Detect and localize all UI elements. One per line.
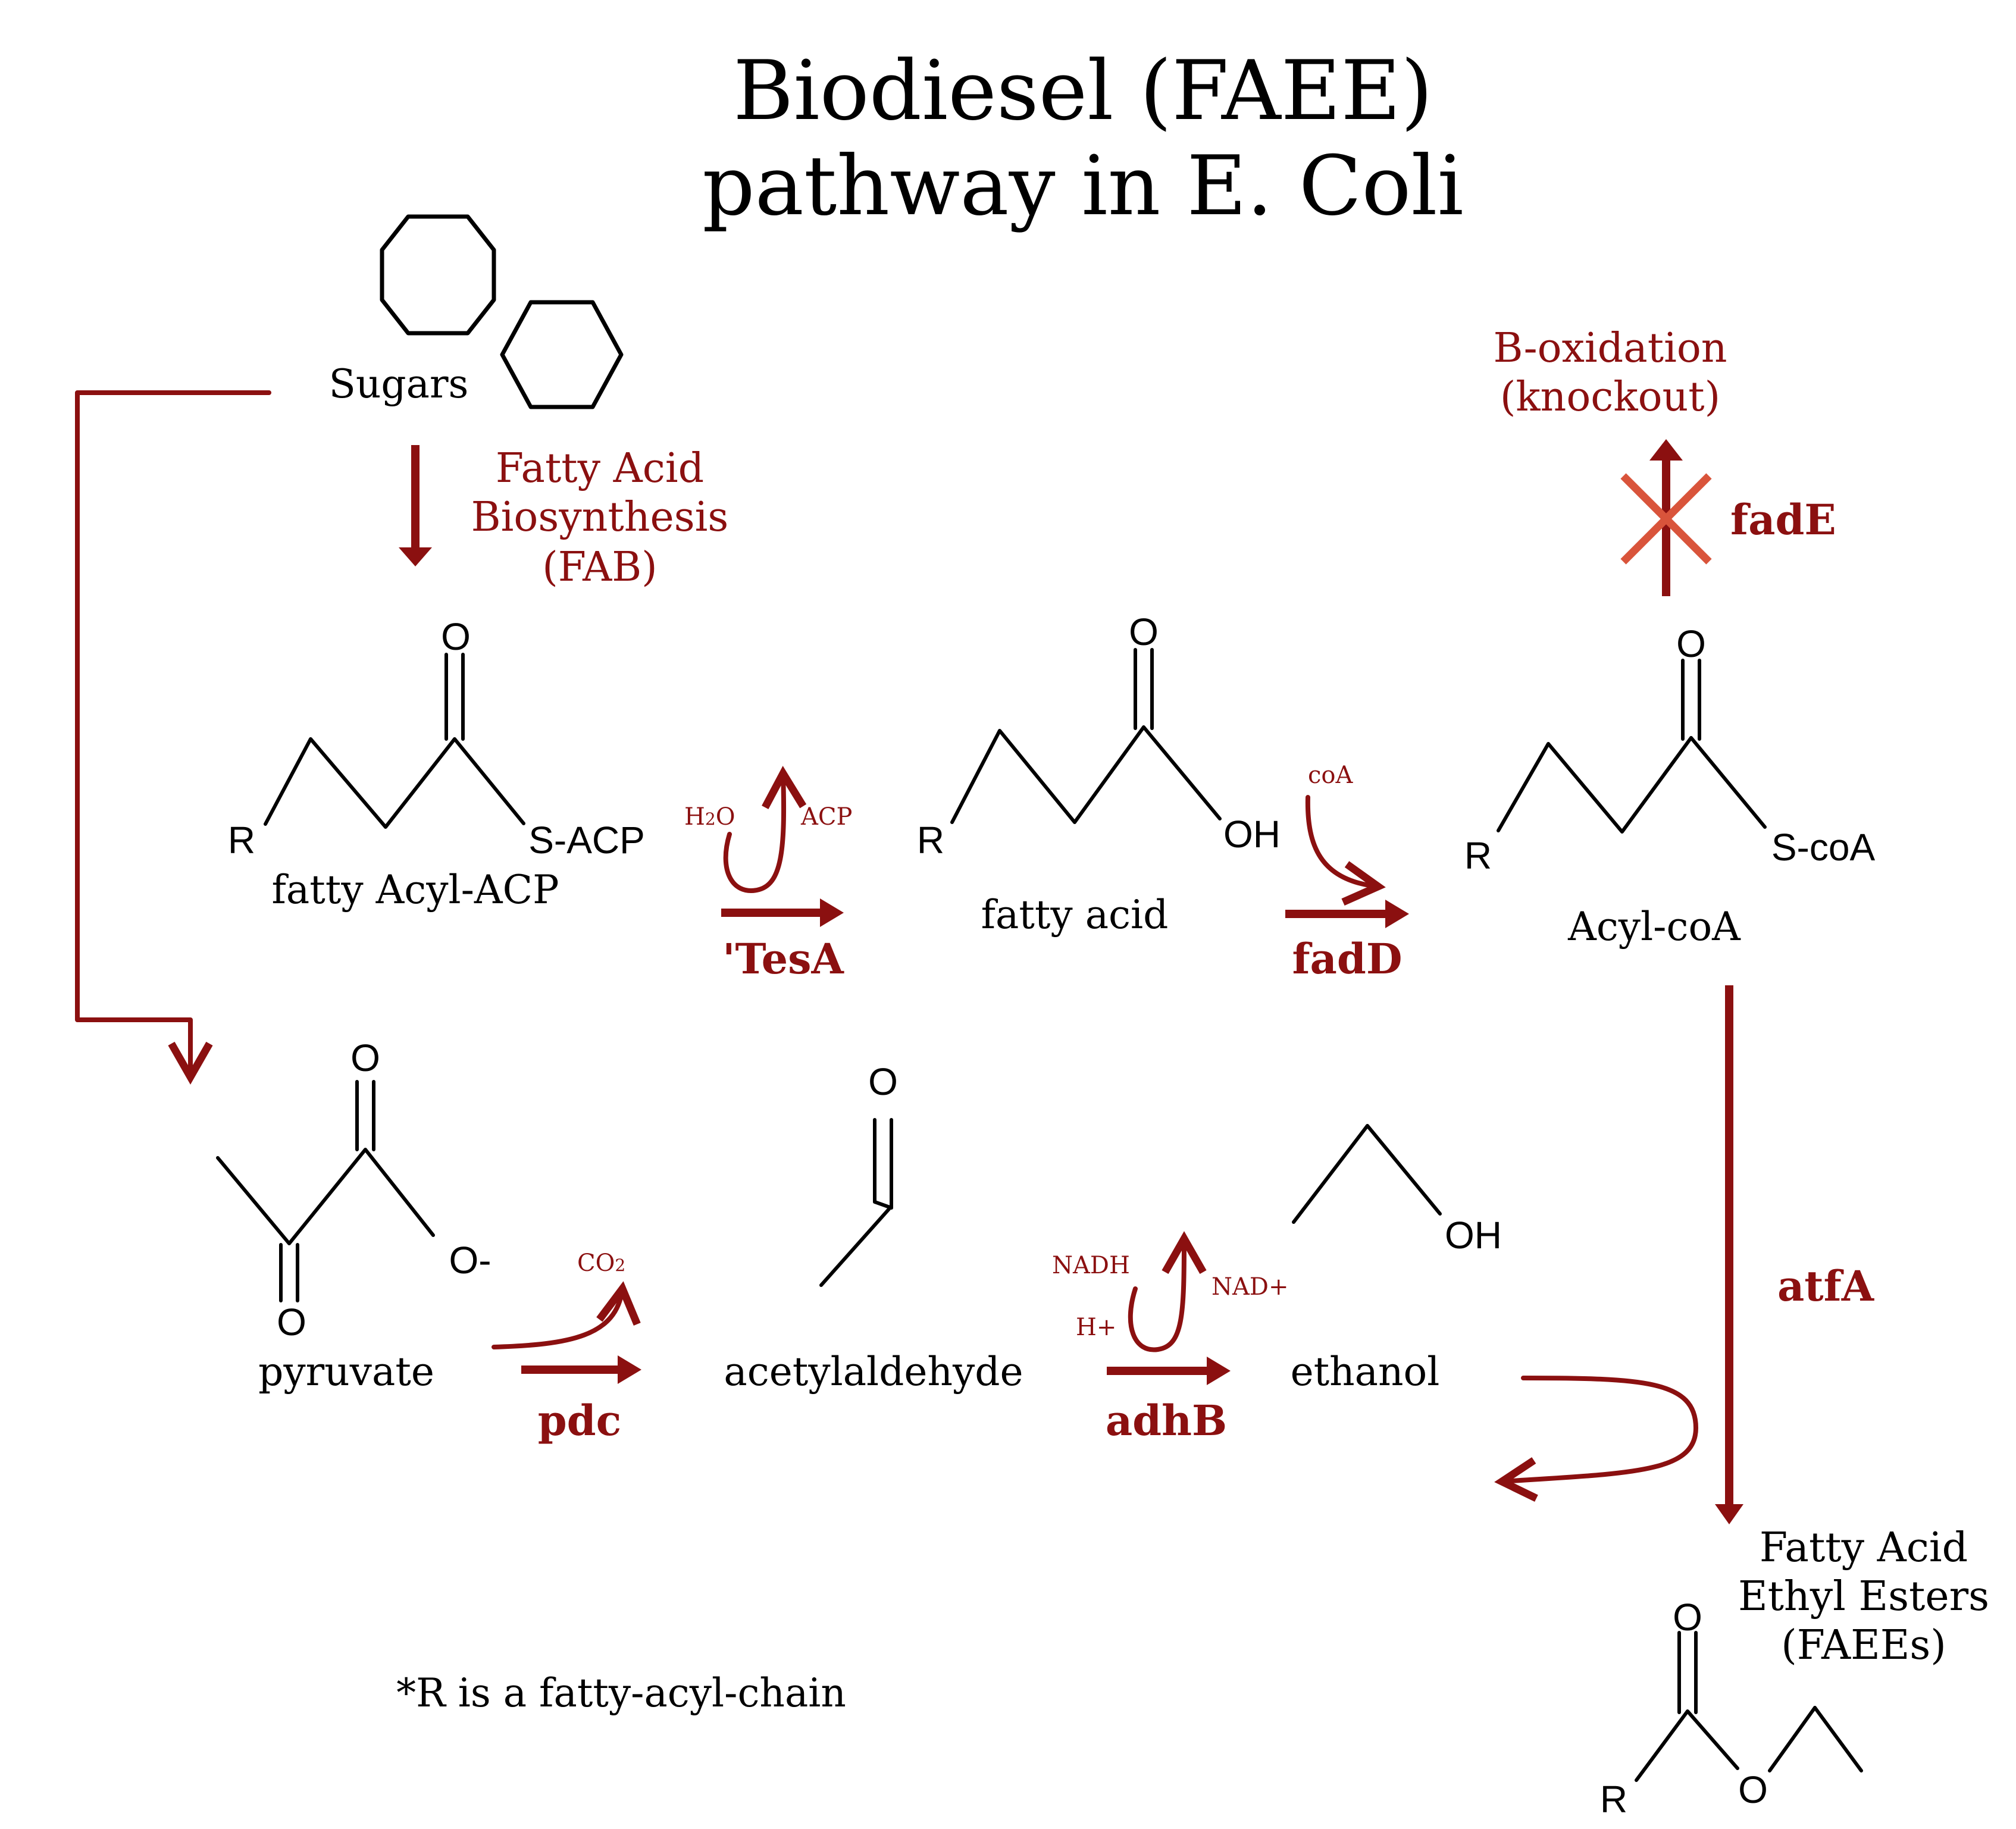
pdc-arrow-head [618,1355,641,1384]
atom-o-acetylaldehyde: O [868,1060,898,1103]
acetylaldehyde-structure [819,1118,893,1287]
tesa-enzyme-label: 'TesA [722,934,844,984]
atom-o-pyruvate-bottom: O [277,1301,306,1343]
faees-label-line-2: Ethyl Esters [1738,1573,1989,1620]
atom-s-acp: S-ACP [528,819,645,862]
faee-structure [1635,1631,1863,1782]
pdc-enzyme-label: pdc [538,1396,622,1445]
atom-r-acyl-coa: R [1464,834,1492,877]
hexagon-sugar-icon [500,300,624,409]
atom-r-faee: R [1600,1778,1627,1821]
ethanol-label: ethanol [1291,1349,1440,1395]
atom-o-pyruvate-top: O [350,1036,380,1079]
octagon-sugar-icon [380,214,496,336]
atom-oh-ethanol: OH [1445,1214,1502,1257]
sugars-to-pyruvate-arrow [75,390,271,1085]
atfa-arrow-head [1715,1504,1743,1524]
fab-label-line-2: Biosynthesis [471,494,729,541]
fade-enzyme-label: fadE [1730,495,1836,544]
atfa-enzyme-label: atfA [1777,1261,1875,1311]
pyruvate-structure [216,1080,435,1302]
atom-o-fatty-acid: O [1129,610,1159,653]
acyl-coa-structure [1497,659,1767,834]
sugars-label: Sugars [329,361,469,407]
atom-s-coa: S-coA [1771,826,1876,869]
boxidation-label-line-1: B-oxidation [1493,325,1727,372]
atom-o-faee-ester: O [1738,1768,1768,1811]
footnote: *R is a fatty-acyl-chain [396,1670,846,1716]
adhb-enzyme-label: adhB [1106,1396,1227,1445]
atom-r-fatty-acid: R [917,819,944,862]
atom-o-minus-pyruvate: O- [449,1239,491,1282]
fab-label-line-3: (FAB) [542,544,657,591]
ethanol-to-atfa-arrow [1494,1376,1698,1502]
atom-r-acyl-acp: R [228,819,255,862]
boxidation-label-line-2: (knockout) [1500,374,1720,421]
fatty-acid-structure [950,648,1222,824]
acp-cofactor: ACP [800,803,852,831]
fatty-acyl-acp-label: fatty Acyl-ACP [272,867,559,913]
h2o-to-acp-curve [723,766,807,893]
atom-o-faee-top: O [1673,1596,1702,1639]
coa-curve [1305,795,1386,906]
atom-o-acyl-acp: O [441,615,471,658]
nadplus-cofactor: NAD+ [1212,1273,1288,1301]
fatty-acid-label: fatty acid [981,892,1169,938]
co2-cofactor: CO2 [577,1249,625,1277]
co2-curve [492,1281,641,1349]
fadd-enzyme-label: fadD [1292,934,1402,984]
title-line-1: Biodiesel (FAEE) [733,43,1433,139]
fatty-acyl-acp-structure [264,653,525,829]
fadd-arrow-head [1385,900,1409,928]
atom-oh-fatty-acid: OH [1223,813,1281,856]
fab-label-line-1: Fatty Acid [496,445,704,492]
adhb-arrow-head [1207,1357,1231,1385]
h2o-cofactor: H2O [684,803,735,831]
ethanol-structure [1292,1124,1442,1224]
acetylaldehyde-label: acetylaldehyde [724,1349,1023,1395]
title-line-2: pathway in E. Coli [702,138,1463,234]
boxidation-arrow-head [1649,439,1683,461]
acyl-coa-label: Acyl-coA [1567,904,1741,950]
pyruvate-label: pyruvate [258,1349,434,1395]
knockout-x-icon [1620,473,1712,565]
atom-o-acyl-coa: O [1676,622,1706,665]
nadh-cofactor: NADH [1052,1252,1130,1279]
nadh-to-nad-curve [1128,1231,1207,1352]
faees-label-line-3: (FAEEs) [1781,1622,1946,1669]
coa-cofactor: coA [1308,762,1353,789]
tesa-arrow-head [820,898,844,927]
hplus-cofactor: H+ [1076,1314,1116,1341]
faees-label-line-1: Fatty Acid [1760,1524,1968,1571]
fab-arrow-head [399,547,432,566]
